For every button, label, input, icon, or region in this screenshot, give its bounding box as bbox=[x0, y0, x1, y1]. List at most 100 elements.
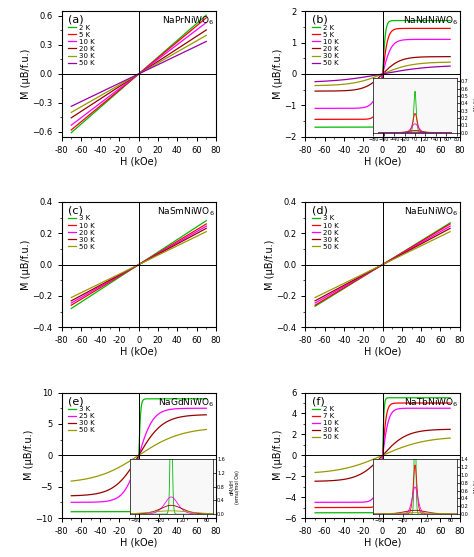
X-axis label: H (kOe): H (kOe) bbox=[364, 538, 401, 548]
10 K bbox=[392, 407, 398, 413]
20 K bbox=[414, 242, 419, 248]
50 K bbox=[312, 79, 318, 85]
20 K bbox=[203, 223, 209, 229]
2 K bbox=[392, 17, 398, 24]
10 K bbox=[374, 488, 379, 495]
30 K bbox=[447, 225, 453, 232]
20 K bbox=[402, 56, 408, 62]
2 K bbox=[312, 124, 318, 130]
10 K bbox=[336, 105, 342, 112]
Line: 7 K: 7 K bbox=[315, 403, 450, 507]
2 K bbox=[347, 124, 353, 130]
50 K bbox=[159, 250, 164, 257]
50 K bbox=[402, 250, 408, 257]
10 K bbox=[336, 287, 342, 294]
30 K bbox=[312, 478, 318, 485]
50 K bbox=[374, 265, 379, 271]
20 K bbox=[170, 48, 176, 55]
Line: 10 K: 10 K bbox=[71, 22, 206, 125]
Y-axis label: M (μB/f.u.): M (μB/f.u.) bbox=[24, 430, 34, 481]
50 K bbox=[203, 228, 209, 235]
3 K bbox=[203, 395, 209, 402]
30 K bbox=[447, 59, 453, 66]
Text: NaSmNiWO$_6$: NaSmNiWO$_6$ bbox=[156, 206, 214, 218]
Line: 50 K: 50 K bbox=[315, 438, 450, 472]
30 K bbox=[347, 80, 353, 87]
10 K bbox=[392, 40, 398, 47]
50 K bbox=[92, 473, 98, 480]
50 K bbox=[392, 447, 398, 453]
30 K bbox=[68, 492, 74, 499]
2 K bbox=[68, 129, 74, 136]
20 K bbox=[392, 60, 398, 67]
50 K bbox=[374, 72, 379, 79]
30 K bbox=[103, 488, 109, 495]
5 K bbox=[159, 52, 164, 58]
Line: 5 K: 5 K bbox=[71, 18, 206, 130]
50 K bbox=[336, 77, 342, 84]
20 K bbox=[374, 77, 379, 84]
2 K bbox=[347, 510, 353, 516]
20 K bbox=[129, 265, 135, 272]
20 K bbox=[347, 280, 353, 287]
Line: 30 K: 30 K bbox=[71, 35, 206, 113]
Line: 20 K: 20 K bbox=[71, 226, 206, 303]
20 K bbox=[447, 53, 453, 60]
30 K bbox=[159, 249, 164, 256]
3 K bbox=[312, 303, 318, 310]
3 K bbox=[129, 266, 135, 272]
5 K bbox=[92, 107, 98, 114]
Legend: 3 K, 25 K, 30 K, 50 K: 3 K, 25 K, 30 K, 50 K bbox=[67, 405, 96, 434]
Line: 2 K: 2 K bbox=[315, 398, 450, 513]
30 K bbox=[203, 225, 209, 232]
Line: 50 K: 50 K bbox=[315, 66, 450, 82]
Text: (c): (c) bbox=[68, 206, 82, 216]
2 K bbox=[159, 51, 164, 57]
10 K bbox=[347, 281, 353, 287]
Legend: 2 K, 5 K, 10 K, 20 K, 30 K, 50 K: 2 K, 5 K, 10 K, 20 K, 30 K, 50 K bbox=[310, 23, 340, 67]
30 K bbox=[402, 433, 408, 439]
30 K bbox=[374, 459, 379, 466]
20 K bbox=[392, 255, 398, 261]
7 K bbox=[374, 501, 379, 507]
3 K bbox=[170, 239, 176, 246]
25 K bbox=[129, 472, 135, 478]
Line: 50 K: 50 K bbox=[71, 232, 206, 297]
5 K bbox=[402, 25, 408, 32]
5 K bbox=[203, 14, 209, 21]
Line: 3 K: 3 K bbox=[315, 223, 450, 306]
20 K bbox=[312, 300, 318, 306]
2 K bbox=[129, 76, 135, 83]
30 K bbox=[312, 297, 318, 304]
2 K bbox=[336, 510, 342, 516]
50 K bbox=[170, 433, 176, 440]
30 K bbox=[414, 429, 419, 436]
20 K bbox=[92, 99, 98, 106]
30 K bbox=[312, 82, 318, 89]
30 K bbox=[347, 279, 353, 286]
50 K bbox=[148, 65, 154, 71]
Text: (f): (f) bbox=[311, 397, 324, 406]
30 K bbox=[392, 66, 398, 72]
25 K bbox=[92, 499, 98, 505]
20 K bbox=[402, 248, 408, 255]
30 K bbox=[203, 32, 209, 38]
50 K bbox=[414, 245, 419, 251]
Line: 3 K: 3 K bbox=[71, 399, 206, 512]
30 K bbox=[148, 433, 154, 440]
Text: (d): (d) bbox=[311, 206, 328, 216]
5 K bbox=[414, 25, 419, 32]
10 K bbox=[68, 122, 74, 129]
3 K bbox=[347, 281, 353, 288]
Legend: 2 K, 5 K, 10 K, 20 K, 30 K, 50 K: 2 K, 5 K, 10 K, 20 K, 30 K, 50 K bbox=[67, 23, 96, 67]
2 K bbox=[374, 510, 379, 516]
10 K bbox=[159, 53, 164, 60]
30 K bbox=[392, 255, 398, 261]
Line: 2 K: 2 K bbox=[71, 15, 206, 133]
5 K bbox=[129, 76, 135, 82]
20 K bbox=[414, 54, 419, 61]
30 K bbox=[129, 265, 135, 271]
Line: 10 K: 10 K bbox=[315, 408, 450, 502]
30 K bbox=[392, 440, 398, 447]
50 K bbox=[92, 91, 98, 98]
